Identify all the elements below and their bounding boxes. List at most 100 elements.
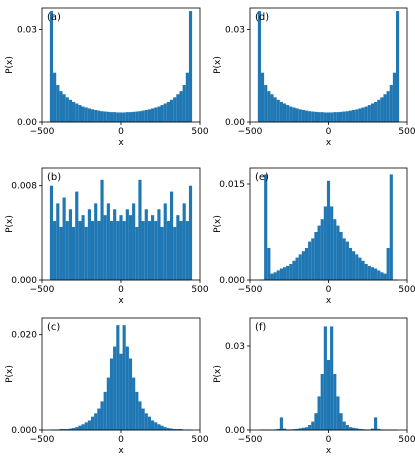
bar xyxy=(348,427,353,430)
x-tick-label: 500 xyxy=(398,127,415,137)
panel-label: (d) xyxy=(255,12,269,23)
bar xyxy=(326,360,331,430)
bar xyxy=(163,427,167,430)
x-axis-label: x xyxy=(326,138,332,148)
bar xyxy=(352,427,356,430)
bar xyxy=(135,226,139,280)
bar xyxy=(160,105,164,122)
bar xyxy=(383,94,387,122)
bar xyxy=(270,94,274,122)
bar xyxy=(135,111,139,122)
bar xyxy=(84,226,88,280)
bar xyxy=(97,221,101,280)
bar xyxy=(298,254,302,280)
bar xyxy=(323,206,327,280)
panel-label: (f) xyxy=(255,322,266,333)
bar xyxy=(355,109,359,122)
bar xyxy=(314,232,318,280)
bar xyxy=(154,422,158,430)
bar xyxy=(345,424,349,430)
bar xyxy=(185,72,189,122)
bar xyxy=(264,85,268,122)
bar xyxy=(176,94,180,122)
bar xyxy=(81,106,85,122)
bar xyxy=(72,428,76,430)
bar xyxy=(94,413,98,430)
bar xyxy=(116,325,120,430)
bar xyxy=(65,97,69,122)
bar xyxy=(282,267,287,280)
bar xyxy=(389,174,393,280)
bar xyxy=(377,99,381,122)
y-axis-label: P(x) xyxy=(5,56,15,74)
bar xyxy=(279,417,283,430)
bar xyxy=(53,72,57,122)
panel-a: −500 0 500 0.00 0.03 x P(x) (a) xyxy=(5,7,209,148)
bar xyxy=(75,191,79,280)
bar xyxy=(339,232,343,280)
bar xyxy=(330,326,334,430)
bar xyxy=(78,425,82,430)
panel-label: (e) xyxy=(255,172,269,183)
bar xyxy=(317,225,321,280)
bar xyxy=(68,209,73,280)
bar xyxy=(364,264,368,280)
bar xyxy=(141,408,145,430)
bar xyxy=(370,428,375,430)
bar xyxy=(273,97,277,122)
bar xyxy=(49,185,54,280)
bar xyxy=(106,377,110,430)
panel-label: (c) xyxy=(47,322,60,333)
y-tick-label: 0.000 xyxy=(11,426,37,436)
bar xyxy=(295,428,299,430)
panel-label: (a) xyxy=(47,12,61,23)
y-axis-label: P(x) xyxy=(5,365,15,383)
bar xyxy=(358,428,362,430)
panel-d: −500 0 500 0.00 0.03 x P(x) (d) xyxy=(213,7,415,148)
x-tick-label: 0 xyxy=(326,127,332,137)
bar xyxy=(122,221,126,280)
bar xyxy=(374,101,378,122)
bar xyxy=(75,103,79,122)
bar xyxy=(317,396,321,430)
x-tick-label: 0 xyxy=(118,435,124,445)
bar xyxy=(119,215,123,280)
bar xyxy=(109,358,114,430)
bar xyxy=(289,106,293,122)
bar xyxy=(109,112,114,122)
bar xyxy=(286,105,290,122)
bar xyxy=(125,112,129,122)
bar xyxy=(72,226,76,280)
y-axis-label: P(x) xyxy=(213,56,223,74)
bar xyxy=(267,91,271,122)
bar xyxy=(323,326,327,430)
bar xyxy=(84,422,88,430)
x-tick-label: 500 xyxy=(191,285,208,295)
bar xyxy=(304,427,309,430)
bar xyxy=(109,221,114,280)
bar xyxy=(342,111,346,122)
x-tick-label: 500 xyxy=(398,285,415,295)
bar xyxy=(374,268,378,280)
bar xyxy=(53,221,57,280)
bar xyxy=(151,420,155,430)
bar xyxy=(151,215,155,280)
bar xyxy=(386,91,390,122)
bar xyxy=(132,377,136,430)
bar xyxy=(323,112,327,122)
bar xyxy=(128,112,133,122)
bar xyxy=(314,413,318,430)
bar xyxy=(135,391,139,430)
bar xyxy=(282,428,287,430)
bar xyxy=(367,265,371,280)
bar xyxy=(330,206,334,280)
y-tick-label: 0.008 xyxy=(11,182,37,192)
bar xyxy=(100,179,104,280)
bar xyxy=(345,241,349,280)
bar xyxy=(179,91,183,122)
bar xyxy=(298,428,302,430)
bar xyxy=(138,401,142,430)
bar xyxy=(173,97,177,122)
x-tick-label: 0 xyxy=(118,285,124,295)
